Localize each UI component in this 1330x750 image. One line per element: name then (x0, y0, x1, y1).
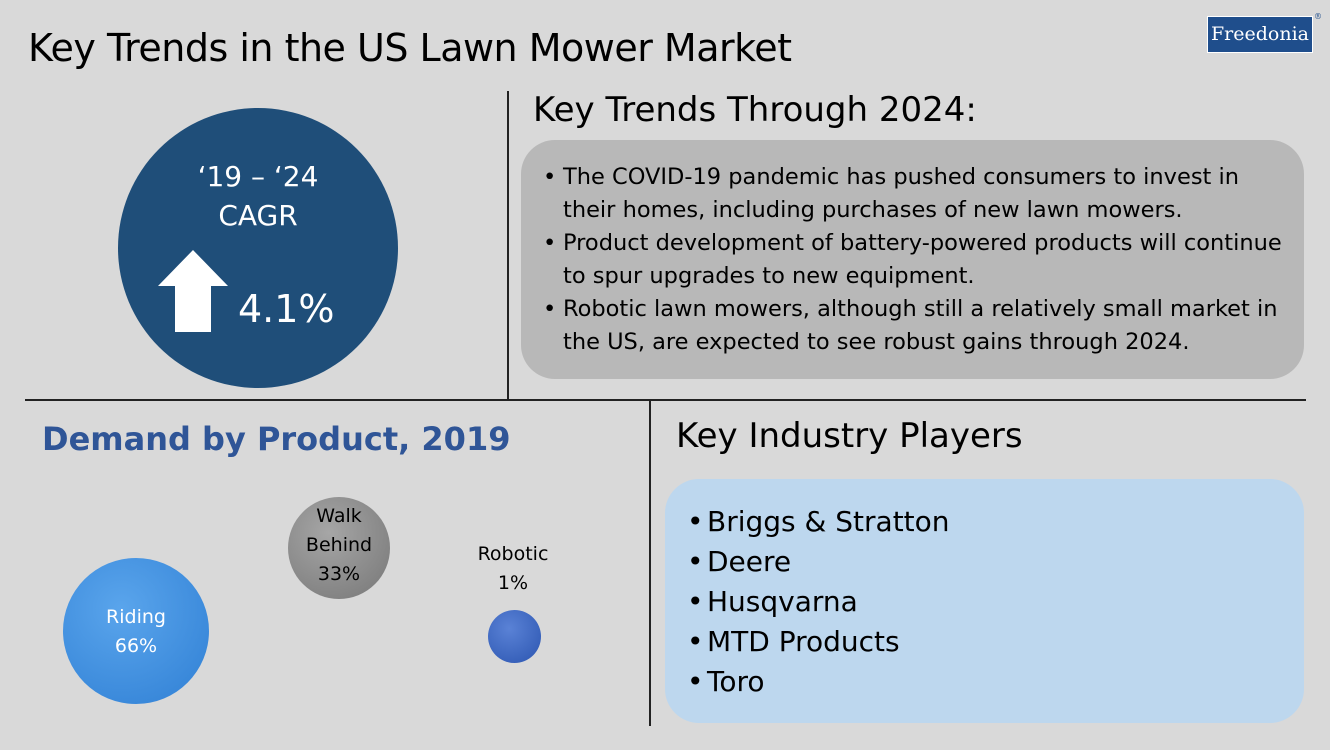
trend-item: The COVID-19 pandemic has pushed consume… (543, 161, 1295, 227)
player-item: Toro (687, 662, 950, 702)
trends-list: The COVID-19 pandemic has pushed consume… (543, 161, 1295, 359)
riding-name: Riding (106, 606, 166, 628)
player-item: Husqvarna (687, 582, 950, 622)
trend-item: Robotic lawn mowers, although still a re… (543, 293, 1295, 359)
demand-heading: Demand by Product, 2019 (42, 420, 511, 458)
cagr-value: 4.1% (238, 287, 335, 331)
robotic-share: 1% (497, 572, 529, 594)
horizontal-divider (25, 399, 1306, 401)
robotic-name: Robotic (477, 543, 549, 565)
players-heading: Key Industry Players (676, 416, 1023, 456)
walk-behind-name-line1: Walk (316, 505, 362, 527)
walk-behind-bubble (288, 497, 390, 599)
trends-heading: Key Trends Through 2024: (533, 90, 977, 130)
players-list: Briggs & Stratton Deere Husqvarna MTD Pr… (687, 502, 950, 702)
riding-label: Riding 66% (63, 603, 209, 661)
trend-item: Product development of battery-powered p… (543, 227, 1295, 293)
player-item: Briggs & Stratton (687, 502, 950, 542)
robotic-label: Robotic 1% (460, 540, 566, 598)
cagr-label: CAGR (218, 199, 298, 232)
robotic-bubble (488, 610, 541, 663)
page-title: Key Trends in the US Lawn Mower Market (28, 26, 792, 70)
walk-behind-share: 33% (317, 563, 361, 585)
cagr-period: ‘19 – ‘24 (197, 160, 319, 193)
cagr-circle (118, 108, 398, 388)
riding-share: 66% (114, 635, 158, 657)
riding-bubble (63, 558, 209, 704)
walk-behind-label: Walk Behind 33% (280, 502, 398, 589)
registered-mark: ® (1314, 12, 1322, 21)
vertical-divider-bottom (649, 401, 651, 726)
vertical-divider-top (507, 91, 509, 399)
freedonia-logo: Freedonia ® (1207, 13, 1322, 53)
player-item: Deere (687, 542, 950, 582)
up-arrow-icon (158, 250, 228, 332)
walk-behind-name-line2: Behind (305, 534, 373, 556)
player-item: MTD Products (687, 622, 950, 662)
logo-text: Freedonia (1211, 23, 1309, 45)
